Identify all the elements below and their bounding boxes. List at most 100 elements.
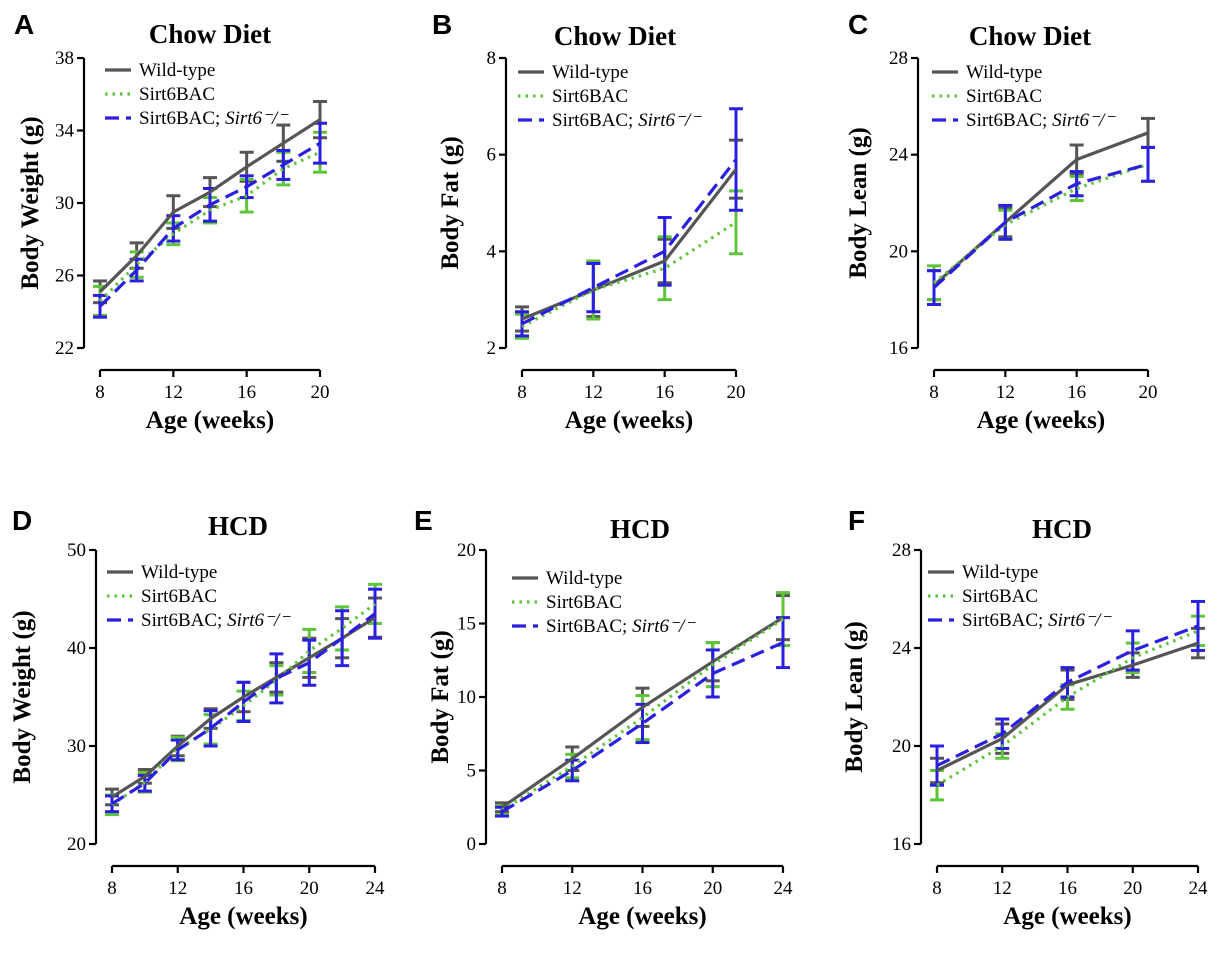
y-tick-label: 2 [487,338,497,359]
y-tick-label: 38 [55,48,74,69]
series-line-2 [98,150,321,303]
x-tick-label: 16 [1067,382,1086,403]
y-tick-label: 20 [892,736,911,757]
series-3 [515,107,743,338]
y-tick-label: 4 [487,241,497,262]
legend: Wild-type Sirt6BAC Sirt6BAC; Sirt6⁻/⁻ [518,62,702,131]
y-axis-label: Body Fat (g) [437,136,464,269]
legend-entry: Wild-type [966,62,1042,83]
y-tick-label: 10 [457,687,476,708]
x-tick-label: 24 [1189,878,1209,899]
legend-entry: Sirt6BAC; Sirt6⁻/⁻ [966,110,1116,131]
x-axis-label: Age (weeks) [977,407,1105,434]
x-axis-label: Age (weeks) [578,903,706,930]
chart-title: Chow Diet [554,21,676,51]
y-axis-label: Body Lean (g) [841,621,868,772]
x-tick-label: 12 [993,878,1012,899]
panel-letter: F [848,505,865,536]
panel-letter: D [12,505,32,536]
x-tick-label: 8 [95,382,105,403]
y-tick-label: 50 [67,540,86,561]
legend-entry: Sirt6BAC; Sirt6⁻/⁻ [141,610,291,631]
legend-entry: Wild-type [546,568,622,589]
series-line-3 [111,612,376,806]
series-1 [927,116,1155,302]
legend-entry: Wild-type [139,60,215,81]
y-tick-label: 5 [467,761,477,782]
x-tick-label: 12 [584,382,603,403]
panel-a: A Chow Diet 22 26 30 34 38 Body Weight (g) 8 12 16… [14,9,330,434]
legend: Wild-type Sirt6BAC Sirt6BAC; Sirt6⁻/⁻ [512,568,696,637]
legend-entry: Sirt6BAC [962,586,1038,607]
y-axis-label: Body Weight (g) [9,610,36,783]
legend-entry: Wild-type [962,562,1038,583]
legend-entry: Sirt6BAC [141,586,217,607]
x-tick-label: 12 [168,878,187,899]
y-tick-label: 40 [67,638,86,659]
y-tick-label: 6 [487,145,497,166]
y-tick-label: 16 [889,338,908,359]
panel-letter: E [414,505,433,536]
series-line-3 [932,162,1149,289]
chart-title: Chow Diet [149,19,271,49]
y-axis-label: Body Weight (g) [17,116,44,289]
x-tick-label: 24 [774,878,794,899]
panel-d: D HCD 20 30 40 50 Body Weight (g) 8 12 16 20 24 Age … [9,505,385,930]
series-3 [927,145,1155,306]
legend-entry: Sirt6BAC [546,592,622,613]
x-axis-label: Age (weeks) [179,903,307,930]
y-tick-label: 15 [457,614,476,635]
x-tick-label: 24 [366,878,386,899]
chart-title: Chow Diet [969,21,1091,51]
x-tick-label: 20 [300,878,319,899]
x-tick-label: 8 [517,382,527,403]
x-tick-label: 16 [1058,878,1077,899]
y-tick-label: 30 [55,193,74,214]
legend-entry: Sirt6BAC [966,86,1042,107]
y-tick-label: 30 [67,736,86,757]
series-line-1 [936,641,1199,772]
panel-c: C Chow Diet 16 20 24 28 Body Lean (g) 8 12 16 20 Ag… [845,9,1158,434]
y-axis-label: Body Lean (g) [845,127,872,278]
x-tick-label: 16 [655,382,674,403]
legend: Wild-type Sirt6BAC Sirt6BAC; Sirt6⁻/⁻ [932,62,1116,131]
legend: Wild-type Sirt6BAC Sirt6BAC; Sirt6⁻/⁻ [928,562,1112,631]
panel-letter: B [432,9,452,40]
legend-entry: Sirt6BAC; Sirt6⁻/⁻ [962,610,1112,631]
chart-title: HCD [610,514,670,544]
x-tick-label: 12 [996,382,1015,403]
x-axis-label: Age (weeks) [146,407,274,434]
x-tick-label: 8 [107,878,117,899]
series-line-2 [111,602,376,807]
y-tick-label: 0 [467,834,477,855]
legend-entry: Wild-type [552,62,628,83]
x-tick-label: 8 [929,382,939,403]
legend-entry: Wild-type [141,562,217,583]
series-line-2 [932,162,1149,285]
y-tick-label: 24 [889,145,909,166]
series-line-1 [932,131,1149,287]
y-tick-label: 24 [892,638,912,659]
legend-entry: Sirt6BAC [552,86,628,107]
y-axis-label: Body Fat (g) [427,630,454,763]
y-tick-label: 34 [55,121,75,142]
x-axis-label: Age (weeks) [1003,903,1131,930]
y-tick-label: 20 [457,540,476,561]
series-line-1 [521,168,738,321]
x-tick-label: 16 [237,382,256,403]
chart-title: HCD [208,511,268,541]
x-tick-label: 12 [164,382,183,403]
legend: Wild-type Sirt6BAC Sirt6BAC; Sirt6⁻/⁻ [105,60,289,129]
series-line-2 [521,220,737,328]
legend: Wild-type Sirt6BAC Sirt6BAC; Sirt6⁻/⁻ [107,562,291,631]
series-line-1 [501,616,784,809]
y-tick-label: 28 [892,540,911,561]
x-tick-label: 8 [497,878,507,899]
legend-entry: Sirt6BAC; Sirt6⁻/⁻ [139,108,289,129]
series-3 [495,616,790,818]
x-tick-label: 20 [703,878,722,899]
series-3 [93,121,327,319]
x-tick-label: 20 [1139,382,1158,403]
panel-e: E HCD 0 5 10 15 20 Body Fat (g) 8 12 16 20 24 Age (we… [414,505,793,930]
